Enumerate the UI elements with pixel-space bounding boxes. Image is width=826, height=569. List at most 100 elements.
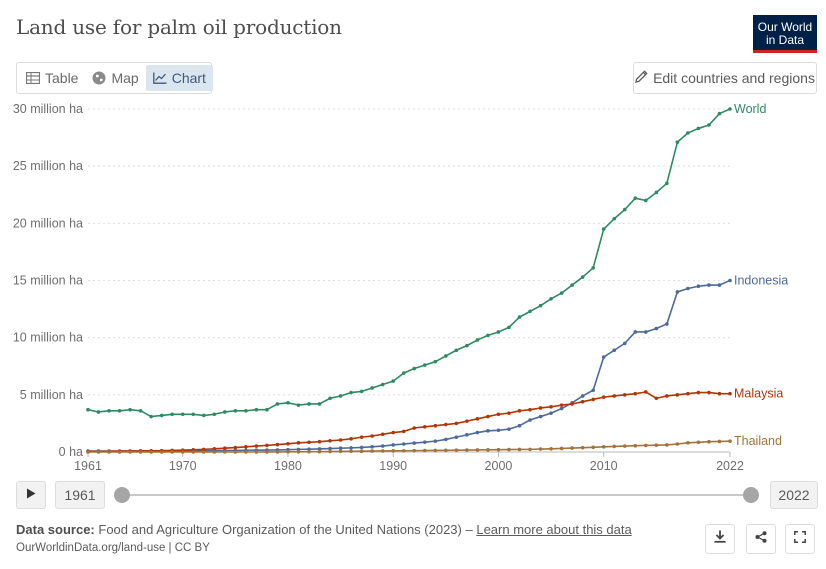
data-point-world[interactable] xyxy=(117,409,122,413)
data-point-world[interactable] xyxy=(265,407,269,412)
series-indonesia[interactable] xyxy=(86,278,732,453)
data-point-indonesia[interactable] xyxy=(412,441,417,445)
data-point-indonesia[interactable] xyxy=(601,355,606,359)
series-label-world[interactable]: World xyxy=(734,102,766,116)
share-button[interactable] xyxy=(746,524,776,554)
data-point-malaysia[interactable] xyxy=(654,396,659,401)
data-point-malaysia[interactable] xyxy=(644,390,648,394)
data-point-thailand[interactable] xyxy=(686,441,690,445)
data-point-thailand[interactable] xyxy=(696,440,701,445)
data-point-indonesia[interactable] xyxy=(654,326,659,331)
data-point-world[interactable] xyxy=(223,410,227,414)
data-point-malaysia[interactable] xyxy=(275,442,280,447)
data-point-indonesia[interactable] xyxy=(338,446,343,451)
data-point-thailand[interactable] xyxy=(286,449,290,454)
data-point-malaysia[interactable] xyxy=(633,391,638,396)
data-point-indonesia[interactable] xyxy=(717,283,722,287)
fullscreen-button[interactable] xyxy=(785,524,815,554)
data-point-world[interactable] xyxy=(707,123,711,127)
data-point-world[interactable] xyxy=(128,407,132,412)
owid-logo[interactable]: Our World in Data xyxy=(753,15,817,53)
series-line-world[interactable] xyxy=(87,108,731,418)
data-point-thailand[interactable] xyxy=(644,443,648,448)
edit-countries-button[interactable]: Edit countries and regions xyxy=(633,62,817,94)
data-point-indonesia[interactable] xyxy=(370,445,374,449)
data-point-thailand[interactable] xyxy=(517,447,522,452)
data-point-thailand[interactable] xyxy=(707,439,711,444)
data-point-indonesia[interactable] xyxy=(380,444,385,448)
data-point-world[interactable] xyxy=(244,409,248,413)
data-point-thailand[interactable] xyxy=(675,442,680,446)
data-point-malaysia[interactable] xyxy=(707,390,711,395)
data-point-indonesia[interactable] xyxy=(644,330,648,334)
data-point-thailand[interactable] xyxy=(717,439,722,444)
data-point-world[interactable] xyxy=(412,366,417,371)
data-point-indonesia[interactable] xyxy=(517,423,522,428)
data-point-malaysia[interactable] xyxy=(496,412,501,417)
data-point-malaysia[interactable] xyxy=(591,397,595,402)
data-point-indonesia[interactable] xyxy=(580,394,585,398)
data-point-indonesia[interactable] xyxy=(612,348,617,353)
data-point-thailand[interactable] xyxy=(370,449,374,453)
data-point-world[interactable] xyxy=(570,283,574,287)
data-point-malaysia[interactable] xyxy=(612,394,617,398)
series-thailand[interactable] xyxy=(86,439,732,454)
learn-more-link[interactable]: Learn more about this data xyxy=(476,522,632,537)
data-point-thailand[interactable] xyxy=(559,446,564,451)
data-point-thailand[interactable] xyxy=(307,449,311,454)
data-point-world[interactable] xyxy=(654,190,659,195)
data-point-thailand[interactable] xyxy=(244,450,248,454)
data-point-thailand[interactable] xyxy=(465,448,469,452)
data-point-thailand[interactable] xyxy=(317,449,322,454)
data-point-world[interactable] xyxy=(612,216,617,221)
data-point-malaysia[interactable] xyxy=(296,441,301,445)
series-line-indonesia[interactable] xyxy=(88,279,731,452)
tab-chart[interactable]: Chart xyxy=(145,65,213,91)
data-point-thailand[interactable] xyxy=(138,450,143,454)
data-point-malaysia[interactable] xyxy=(444,422,448,427)
data-point-malaysia[interactable] xyxy=(570,402,574,406)
data-point-malaysia[interactable] xyxy=(528,407,532,412)
data-point-indonesia[interactable] xyxy=(591,388,595,393)
data-point-malaysia[interactable] xyxy=(286,441,290,446)
data-point-malaysia[interactable] xyxy=(201,447,206,452)
data-point-indonesia[interactable] xyxy=(444,437,448,442)
data-point-world[interactable] xyxy=(465,343,469,348)
data-point-indonesia[interactable] xyxy=(549,411,553,415)
data-point-world[interactable] xyxy=(370,386,374,390)
data-point-malaysia[interactable] xyxy=(475,417,480,421)
data-point-indonesia[interactable] xyxy=(465,433,469,437)
data-point-thailand[interactable] xyxy=(191,450,196,454)
data-point-indonesia[interactable] xyxy=(528,418,532,422)
data-point-malaysia[interactable] xyxy=(307,440,311,445)
data-point-world[interactable] xyxy=(444,354,448,358)
data-point-malaysia[interactable] xyxy=(601,395,606,399)
data-point-malaysia[interactable] xyxy=(454,421,459,426)
data-point-thailand[interactable] xyxy=(507,447,511,452)
data-point-malaysia[interactable] xyxy=(391,430,396,435)
data-point-malaysia[interactable] xyxy=(244,445,248,449)
data-point-malaysia[interactable] xyxy=(538,406,543,410)
data-point-malaysia[interactable] xyxy=(265,443,269,448)
data-point-thailand[interactable] xyxy=(444,448,448,453)
timeline-start-year[interactable]: 1961 xyxy=(55,481,105,509)
data-point-world[interactable] xyxy=(517,315,522,319)
data-point-thailand[interactable] xyxy=(665,443,669,447)
data-point-malaysia[interactable] xyxy=(338,438,343,442)
data-point-world[interactable] xyxy=(349,390,353,395)
data-point-malaysia[interactable] xyxy=(401,429,406,434)
data-point-indonesia[interactable] xyxy=(486,429,490,433)
data-point-thailand[interactable] xyxy=(622,444,627,448)
data-point-thailand[interactable] xyxy=(201,450,206,454)
data-point-thailand[interactable] xyxy=(486,448,490,452)
data-point-world[interactable] xyxy=(307,402,311,406)
data-point-thailand[interactable] xyxy=(633,443,638,448)
data-point-world[interactable] xyxy=(338,394,343,398)
data-point-world[interactable] xyxy=(728,107,732,111)
tab-table[interactable]: Table xyxy=(19,65,85,91)
data-point-indonesia[interactable] xyxy=(538,414,543,419)
data-point-world[interactable] xyxy=(422,363,427,367)
data-point-world[interactable] xyxy=(717,111,722,116)
data-point-thailand[interactable] xyxy=(538,447,543,451)
data-point-world[interactable] xyxy=(696,126,701,131)
